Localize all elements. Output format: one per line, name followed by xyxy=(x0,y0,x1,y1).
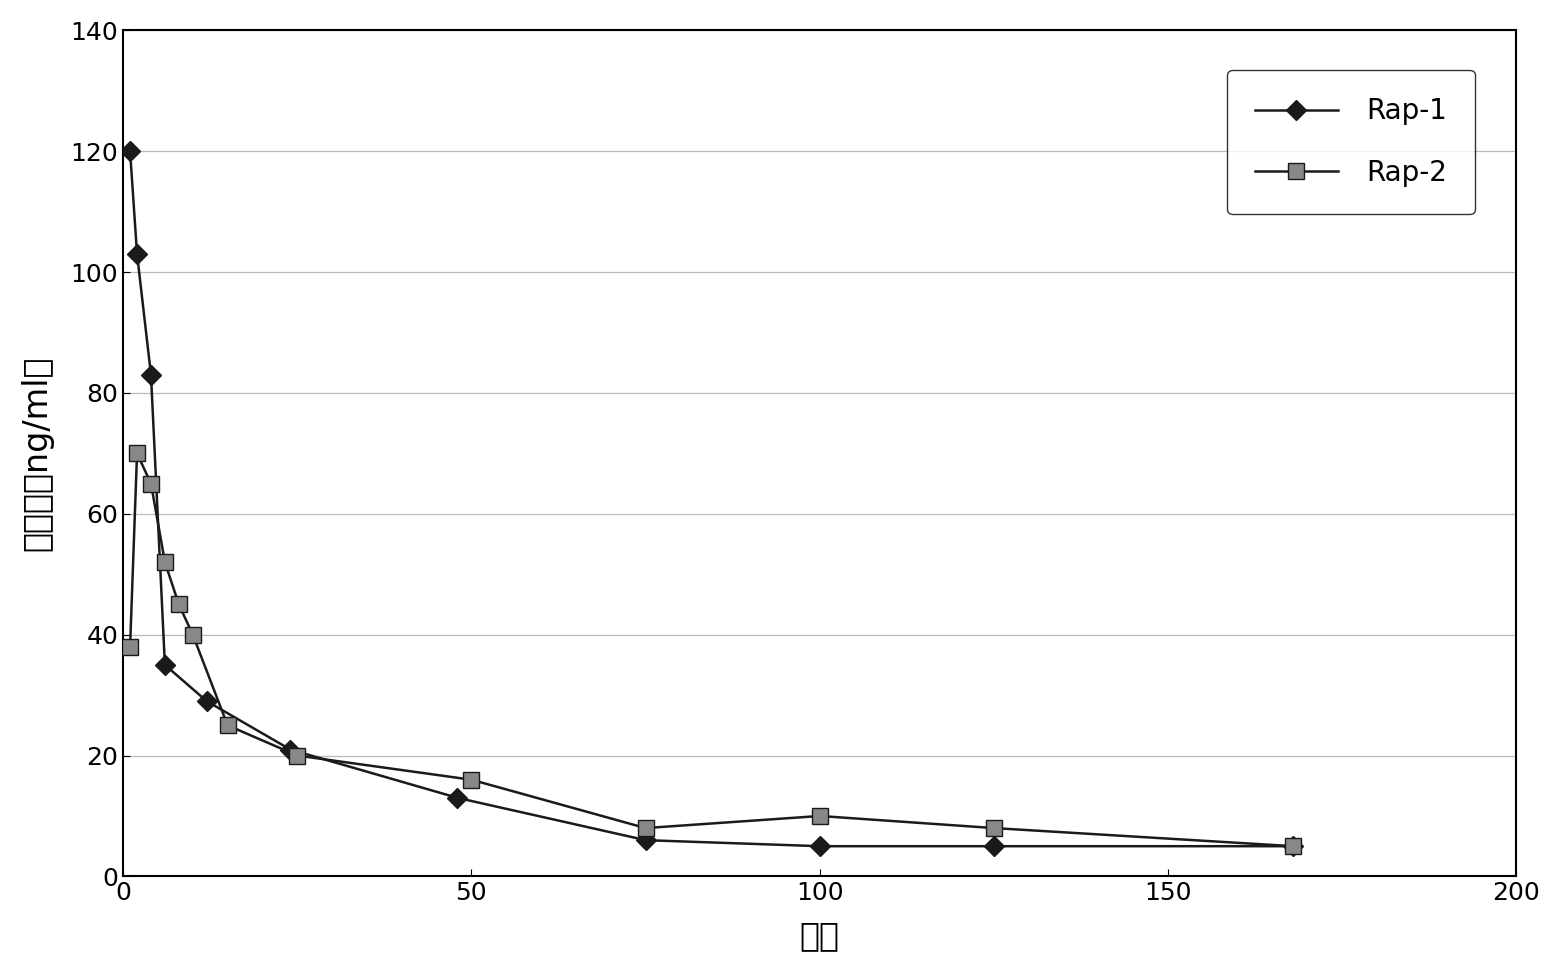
Rap-1 xyxy=(810,841,829,852)
Rap-1 xyxy=(128,248,147,260)
Rap-2 xyxy=(142,478,161,489)
Rap-2 xyxy=(637,822,656,834)
Rap-2 xyxy=(1285,841,1303,852)
Rap-1 xyxy=(197,696,215,707)
Rap-2 xyxy=(120,641,139,653)
Rap-2 xyxy=(287,750,306,762)
Rap-2 xyxy=(128,448,147,459)
Rap-1 xyxy=(142,369,161,380)
Rap-2 xyxy=(219,719,237,731)
X-axis label: 小时: 小时 xyxy=(799,919,840,953)
Y-axis label: 浓度．（ng/ml）: 浓度．（ng/ml） xyxy=(20,355,53,551)
Rap-2 xyxy=(156,557,175,568)
Rap-2 xyxy=(462,774,481,785)
Rap-2 xyxy=(985,822,1004,834)
Rap-1 xyxy=(156,659,175,670)
Rap-1 xyxy=(985,841,1004,852)
Legend: Rap-1, Rap-2: Rap-1, Rap-2 xyxy=(1227,70,1475,214)
Line: Rap-2: Rap-2 xyxy=(122,446,1300,854)
Rap-2 xyxy=(183,629,201,640)
Rap-2 xyxy=(170,598,189,610)
Rap-1 xyxy=(1285,841,1303,852)
Rap-1 xyxy=(120,145,139,157)
Line: Rap-1: Rap-1 xyxy=(123,144,1300,853)
Rap-2 xyxy=(810,811,829,822)
Rap-1 xyxy=(281,743,300,755)
Rap-1 xyxy=(448,792,467,804)
Rap-1 xyxy=(637,834,656,846)
